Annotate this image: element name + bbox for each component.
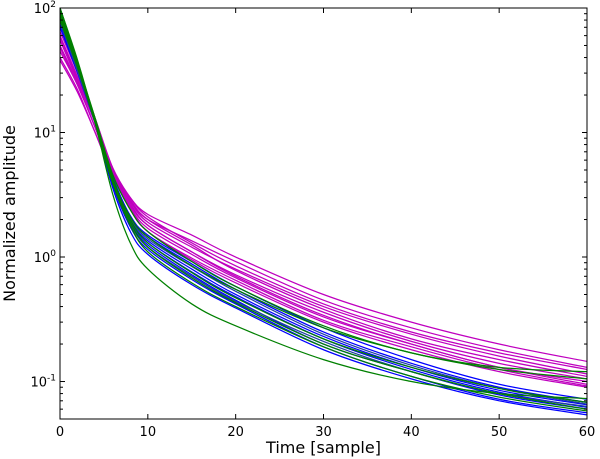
- series-layer: [60, 8, 587, 416]
- series-line-18: [60, 14, 587, 408]
- x-tick-label: 30: [315, 425, 332, 440]
- ticks-layer: 0 10 20 30 40 50 60 10-1 100 101 102: [30, 0, 595, 440]
- y-tick-label: 100: [34, 249, 57, 266]
- x-tick-label: 10: [140, 425, 157, 440]
- y-tick-label: 10-1: [30, 374, 56, 391]
- series-line-4: [60, 35, 587, 375]
- x-axis-label: Time [sample]: [265, 438, 381, 457]
- series-line-7: [60, 31, 587, 377]
- x-tick-label: 60: [579, 425, 596, 440]
- series-line-21: [60, 10, 587, 380]
- series-line-6: [60, 60, 587, 383]
- y-axis-label: Normalized amplitude: [0, 125, 19, 302]
- series-line-22: [60, 13, 587, 373]
- series-line-25: [60, 19, 587, 403]
- x-tick-label: 40: [403, 425, 420, 440]
- x-tick-label: 20: [227, 425, 244, 440]
- x-tick-label: 50: [491, 425, 508, 440]
- series-line-8: [60, 27, 587, 385]
- series-line-9: [60, 47, 587, 388]
- x-tick-label: 0: [56, 425, 64, 440]
- y-tick-label: 102: [34, 0, 56, 17]
- series-line-20: [60, 8, 587, 400]
- y-tick-label: 101: [34, 125, 56, 142]
